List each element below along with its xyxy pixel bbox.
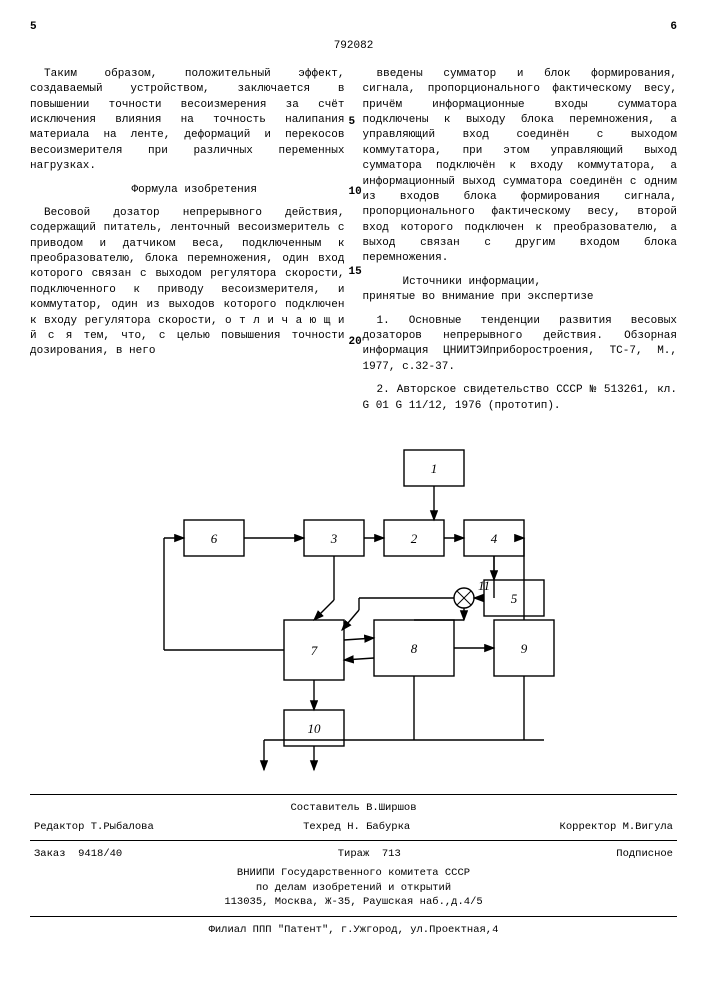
svg-text:4: 4 bbox=[490, 531, 497, 546]
left-p2: Весовой дозатор непрерывного действия, с… bbox=[30, 206, 345, 360]
svg-text:1: 1 bbox=[430, 461, 437, 476]
left-column: Таким образом, положительный эффект, соз… bbox=[30, 67, 345, 422]
line-5: 5 bbox=[349, 115, 356, 130]
compiler-row: Составитель В.Ширшов bbox=[30, 801, 677, 816]
techred: Техред Н. Бабурка bbox=[303, 820, 410, 835]
block-diagram: 1 2 3 4 5 6 7 8 9 10 11 bbox=[114, 440, 594, 780]
formula-title: Формула изобретения bbox=[30, 183, 345, 198]
sources-title: Источники информации, bbox=[363, 275, 678, 290]
credits-row: Редактор Т.Рыбалова Техред Н. Бабурка Ко… bbox=[30, 820, 677, 835]
svg-text:6: 6 bbox=[210, 531, 217, 546]
page-left: 5 bbox=[30, 20, 37, 35]
corrector: Корректор М.Вигула bbox=[560, 820, 673, 835]
document-number: 792082 bbox=[30, 39, 677, 54]
text-columns: Таким образом, положительный эффект, соз… bbox=[30, 67, 677, 422]
page-right: 6 bbox=[670, 20, 677, 35]
line-15: 15 bbox=[349, 265, 362, 280]
footer: Составитель В.Ширшов Редактор Т.Рыбалова… bbox=[30, 794, 677, 938]
subscription: Подписное bbox=[616, 847, 673, 862]
svg-text:5: 5 bbox=[510, 591, 517, 606]
tirazh: Тираж 713 bbox=[338, 847, 401, 862]
svg-text:3: 3 bbox=[329, 531, 337, 546]
order-row: Заказ 9418/40 Тираж 713 Подписное bbox=[30, 847, 677, 862]
source-2: 2. Авторское свидетельство СССР № 513261… bbox=[363, 383, 678, 414]
right-p1: введены сумматор и блок формирования, си… bbox=[363, 67, 678, 267]
sources-sub: принятые во внимание при экспертизе bbox=[363, 290, 678, 305]
svg-text:9: 9 bbox=[520, 641, 527, 656]
svg-text:10: 10 bbox=[307, 721, 321, 736]
source-1: 1. Основные тенденции развития весовых д… bbox=[363, 314, 678, 376]
svg-text:11: 11 bbox=[478, 578, 490, 593]
line-20: 20 bbox=[349, 335, 362, 350]
right-column: 5 10 15 20 введены сумматор и блок форми… bbox=[363, 67, 678, 422]
line-10: 10 bbox=[349, 185, 362, 200]
filial: Филиал ППП "Патент", г.Ужгород, ул.Проек… bbox=[30, 923, 677, 938]
svg-text:7: 7 bbox=[310, 643, 317, 658]
editor: Редактор Т.Рыбалова bbox=[34, 820, 154, 835]
order: Заказ 9418/40 bbox=[34, 847, 122, 862]
org-block: ВНИИПИ Государственного комитета СССР по… bbox=[30, 866, 677, 910]
svg-text:2: 2 bbox=[410, 531, 417, 546]
page-numbers: 5 6 bbox=[30, 20, 677, 35]
left-p1: Таким образом, положительный эффект, соз… bbox=[30, 67, 345, 175]
svg-text:8: 8 bbox=[410, 641, 417, 656]
